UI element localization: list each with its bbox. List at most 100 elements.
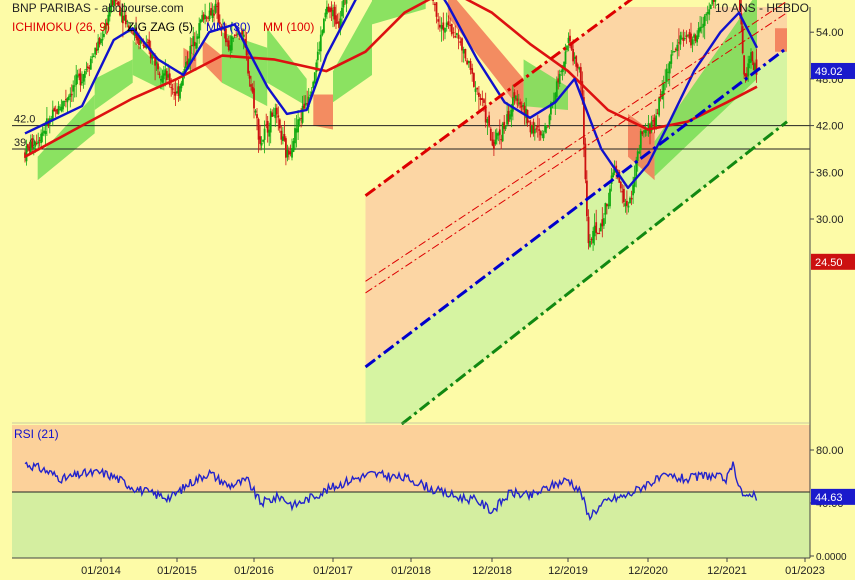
candle-body-446 — [699, 26, 701, 32]
candle-body-3 — [28, 146, 31, 151]
candle-body-35 — [75, 74, 78, 86]
candle-body-87 — [151, 54, 154, 60]
candle-body-55 — [104, 23, 107, 30]
candle-body-52 — [100, 39, 102, 44]
candle-body-345 — [545, 127, 548, 129]
mm100-line — [24, 0, 758, 158]
candle-body-184 — [295, 128, 298, 133]
candle-body-74 — [132, 32, 135, 35]
candle-body-21 — [54, 110, 57, 112]
candle-body-320 — [509, 114, 511, 120]
mm30-line — [24, 0, 759, 190]
candle-body-426 — [668, 61, 671, 74]
candle-body-13 — [43, 130, 45, 133]
candle-body-383 — [603, 218, 605, 226]
candle-body-442 — [693, 34, 695, 38]
candle-body-195 — [312, 81, 315, 88]
channel-top-line — [364, 0, 633, 197]
candle-body-398 — [626, 200, 628, 206]
candle-body-89 — [154, 56, 156, 66]
price-tick-label-2: 42.00 — [816, 121, 844, 133]
candle-body-308 — [491, 139, 494, 146]
cloud-segment-14 — [654, 0, 757, 177]
legend-ichimoku: ICHIMOKU (26, 9) — [12, 20, 111, 34]
candle-body-302 — [481, 98, 484, 100]
candle-body-105 — [177, 86, 180, 96]
candle-body-452 — [708, 9, 711, 15]
candle-body-47 — [92, 55, 95, 57]
candle-body-43 — [86, 66, 89, 69]
candle-body-213 — [339, 18, 342, 31]
legend-zigzag: ZIG ZAG (5) — [127, 20, 193, 34]
candle-body-41 — [84, 71, 86, 78]
candle-body-424 — [665, 68, 668, 82]
candle-body-10 — [38, 139, 41, 141]
candle-body-48 — [94, 47, 97, 55]
candle-body-188 — [301, 105, 304, 123]
candle-body-14 — [44, 131, 47, 135]
candle-body-128 — [211, 9, 214, 19]
candle-body-285 — [452, 32, 455, 34]
candle-body-301 — [479, 97, 482, 100]
candle-body-183 — [294, 128, 296, 144]
candle-body-311 — [495, 132, 498, 140]
candle-body-19 — [51, 109, 54, 119]
candle-body-113 — [189, 45, 192, 63]
candle-body-306 — [488, 115, 490, 127]
candle-body-68 — [123, 15, 126, 21]
candle-body-185 — [297, 119, 299, 133]
candle-body-0 — [24, 152, 26, 158]
candle-body-198 — [316, 51, 319, 61]
candle-body-148 — [241, 29, 244, 35]
candle-body-178 — [286, 149, 289, 158]
candle-body-86 — [149, 48, 152, 59]
candle-body-328 — [520, 105, 523, 108]
candle-body-155 — [251, 86, 254, 93]
candle-body-329 — [522, 105, 525, 107]
candle-body-310 — [494, 139, 497, 145]
candle-body-434 — [681, 37, 683, 39]
candle-body-67 — [122, 15, 124, 24]
rsi-tick-label-2: 80.00 — [816, 445, 844, 457]
candle-body-325 — [516, 98, 519, 101]
legend-mm100: MM (100) — [263, 20, 315, 34]
date-tick-label-5: 12/2018 — [472, 565, 512, 577]
candle-body-350 — [552, 100, 555, 103]
rsi-tick-label-0: 0.0000 — [816, 552, 847, 563]
candle-body-190 — [304, 103, 307, 106]
candle-body-342 — [541, 134, 544, 136]
candle-body-56 — [105, 22, 108, 26]
candle-body-111 — [186, 61, 189, 65]
candle-body-179 — [288, 150, 290, 155]
candle-body-367 — [578, 67, 581, 70]
candle-body-326 — [517, 102, 520, 104]
candle-body-154 — [250, 84, 252, 87]
candle-body-157 — [254, 110, 257, 113]
candle-body-153 — [248, 75, 251, 79]
candle-body-65 — [119, 6, 121, 16]
candle-body-334 — [529, 121, 532, 133]
trend-channel — [364, 0, 788, 454]
candle-body-483 — [752, 62, 755, 70]
candle-body-114 — [190, 44, 193, 46]
candle-body-479 — [747, 63, 750, 77]
candle-body-353 — [557, 78, 560, 83]
candle-body-46 — [91, 56, 94, 58]
candle-body-450 — [705, 13, 708, 16]
candle-body-75 — [133, 29, 136, 36]
candle-body-22 — [56, 109, 59, 114]
price-low-badge-value: 24.50 — [815, 257, 843, 269]
candle-body-181 — [291, 148, 293, 158]
cloud-segment-11 — [447, 0, 524, 114]
candle-body-108 — [182, 72, 184, 86]
candle-body-160 — [259, 136, 261, 144]
candle-body-31 — [69, 93, 72, 97]
candle-body-414 — [650, 121, 653, 132]
candle-body-365 — [575, 55, 578, 67]
candle-body-151 — [245, 45, 248, 56]
candle-body-24 — [59, 109, 61, 111]
candle-body-428 — [671, 51, 674, 53]
candle-body-96 — [164, 69, 167, 76]
candle-body-141 — [230, 36, 233, 51]
